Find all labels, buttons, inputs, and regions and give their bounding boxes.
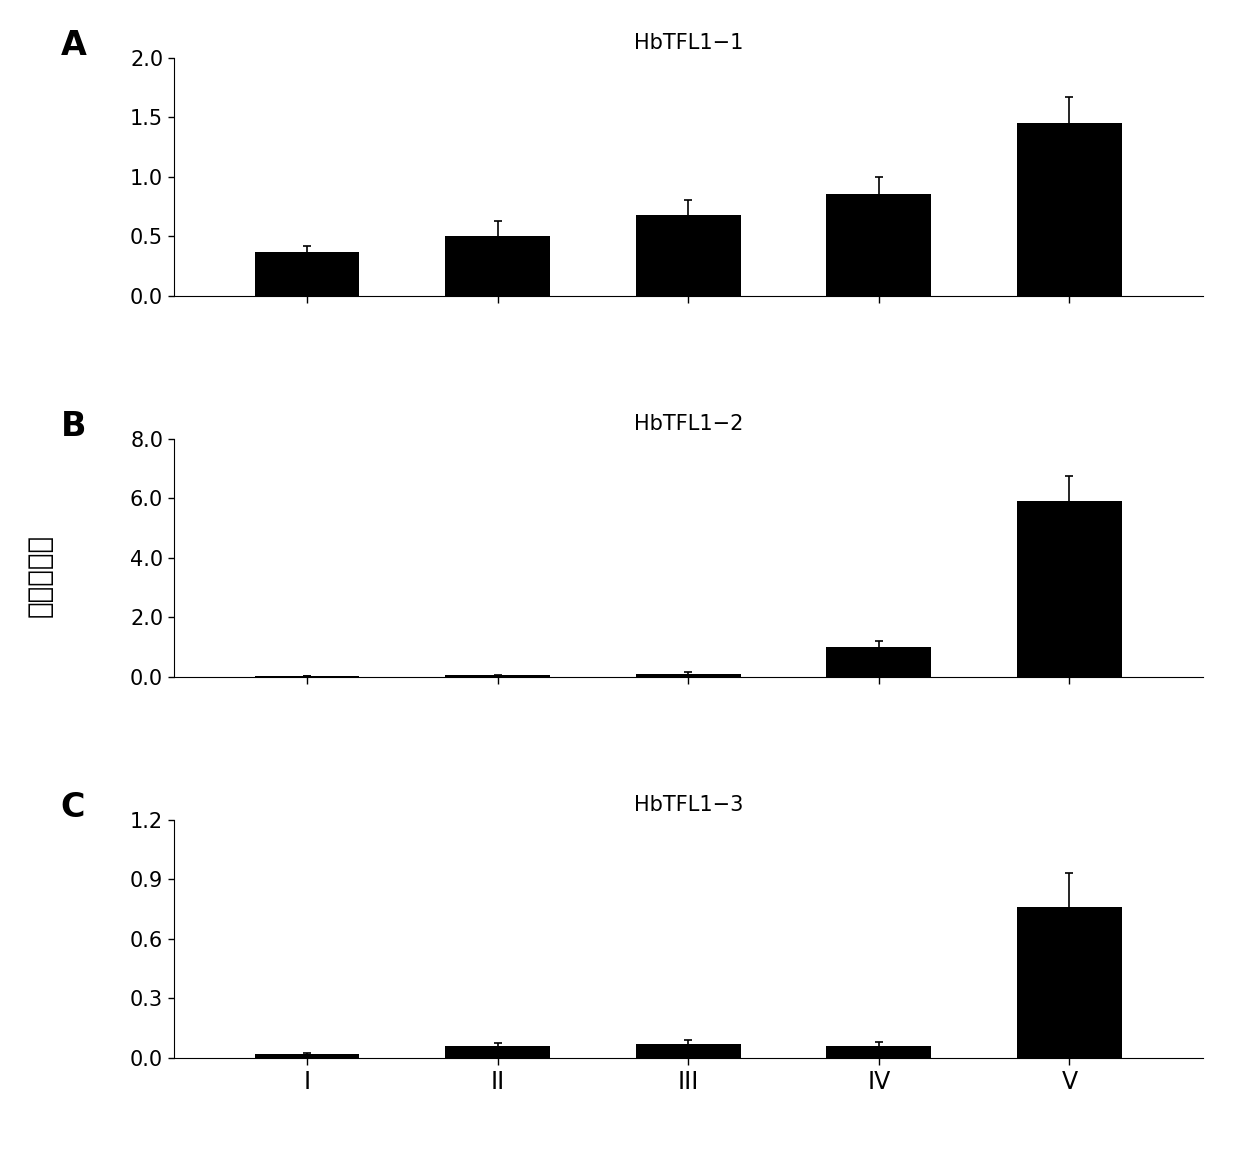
Bar (254, 252, 360, 296)
Title: HbTFL1−3: HbTFL1−3 (634, 796, 743, 815)
Text: B: B (61, 411, 86, 443)
Bar (826, 194, 931, 296)
Bar (826, 647, 931, 677)
Title: HbTFL1−2: HbTFL1−2 (634, 414, 743, 435)
Bar (1017, 907, 1122, 1058)
Text: 相对表达量: 相对表达量 (26, 534, 53, 616)
Bar (1017, 123, 1122, 296)
Bar (1017, 501, 1122, 677)
Bar (826, 1046, 931, 1058)
Bar (636, 674, 740, 677)
Bar (445, 236, 551, 296)
Text: C: C (61, 791, 84, 825)
Bar (636, 1044, 740, 1058)
Text: A: A (61, 29, 87, 62)
Bar (445, 1046, 551, 1058)
Bar (636, 215, 740, 296)
Title: HbTFL1−1: HbTFL1−1 (634, 33, 743, 53)
Bar (254, 1055, 360, 1058)
Bar (445, 675, 551, 677)
